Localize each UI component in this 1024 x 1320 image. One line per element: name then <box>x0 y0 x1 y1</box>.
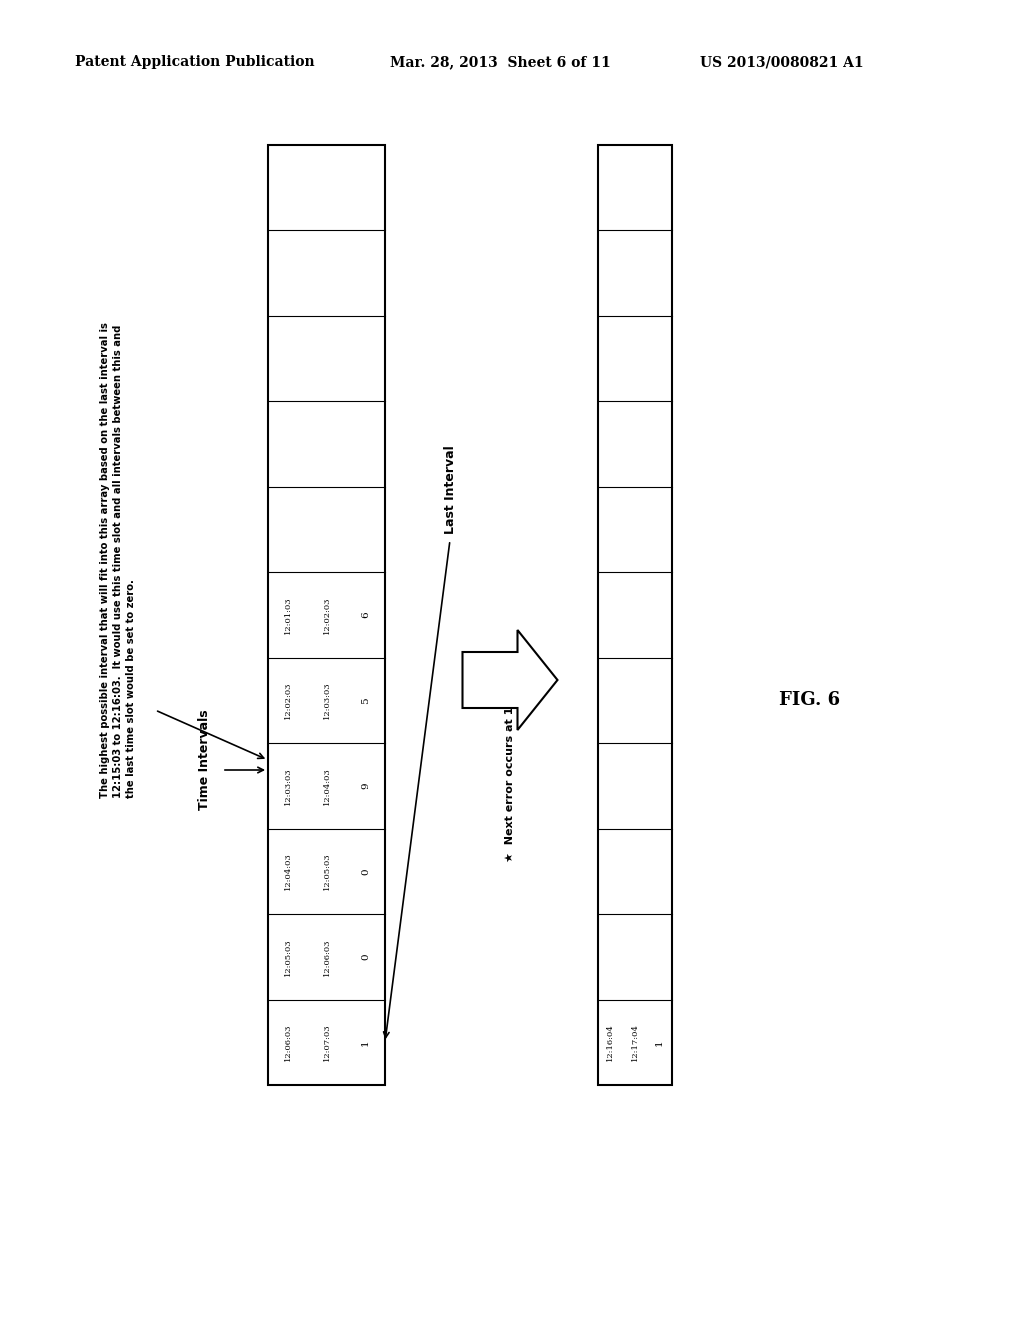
Text: 0: 0 <box>361 953 370 960</box>
Text: 12:17:04: 12:17:04 <box>631 1023 639 1061</box>
Text: 5: 5 <box>361 697 370 704</box>
Text: Patent Application Publication: Patent Application Publication <box>75 55 314 69</box>
Text: 12:02:03: 12:02:03 <box>284 681 292 719</box>
Text: 12:06:03: 12:06:03 <box>284 1023 292 1061</box>
Text: 12:04:03: 12:04:03 <box>323 767 331 805</box>
Text: 12:04:03: 12:04:03 <box>284 853 292 890</box>
Text: The highest possible interval that will fit into this array based on the last in: The highest possible interval that will … <box>99 322 136 797</box>
Text: 12:03:03: 12:03:03 <box>323 681 331 719</box>
Bar <box>598 145 672 1085</box>
Text: 12:07:03: 12:07:03 <box>323 1023 331 1061</box>
Text: 6: 6 <box>361 611 370 618</box>
Text: 12:05:03: 12:05:03 <box>323 853 331 890</box>
Text: 12:05:03: 12:05:03 <box>284 939 292 975</box>
Text: Time Intervals: Time Intervals <box>199 710 212 810</box>
Text: ★  Next error occurs at 12:16:04: ★ Next error occurs at 12:16:04 <box>505 659 515 862</box>
Polygon shape <box>463 630 557 730</box>
Text: FIG. 6: FIG. 6 <box>779 690 841 709</box>
Text: Mar. 28, 2013  Sheet 6 of 11: Mar. 28, 2013 Sheet 6 of 11 <box>390 55 610 69</box>
Text: 1: 1 <box>655 1039 665 1045</box>
Text: 12:03:03: 12:03:03 <box>284 767 292 805</box>
Text: 9: 9 <box>361 783 370 789</box>
Text: 0: 0 <box>361 869 370 875</box>
Text: 12:06:03: 12:06:03 <box>323 939 331 975</box>
Bar <box>268 145 385 1085</box>
Text: 1: 1 <box>361 1039 370 1045</box>
Text: 12:02:03: 12:02:03 <box>323 597 331 634</box>
Text: 12:01:03: 12:01:03 <box>284 597 292 634</box>
Text: 12:16:04: 12:16:04 <box>606 1023 614 1061</box>
Text: Last Interval: Last Interval <box>443 446 457 535</box>
Text: US 2013/0080821 A1: US 2013/0080821 A1 <box>700 55 863 69</box>
